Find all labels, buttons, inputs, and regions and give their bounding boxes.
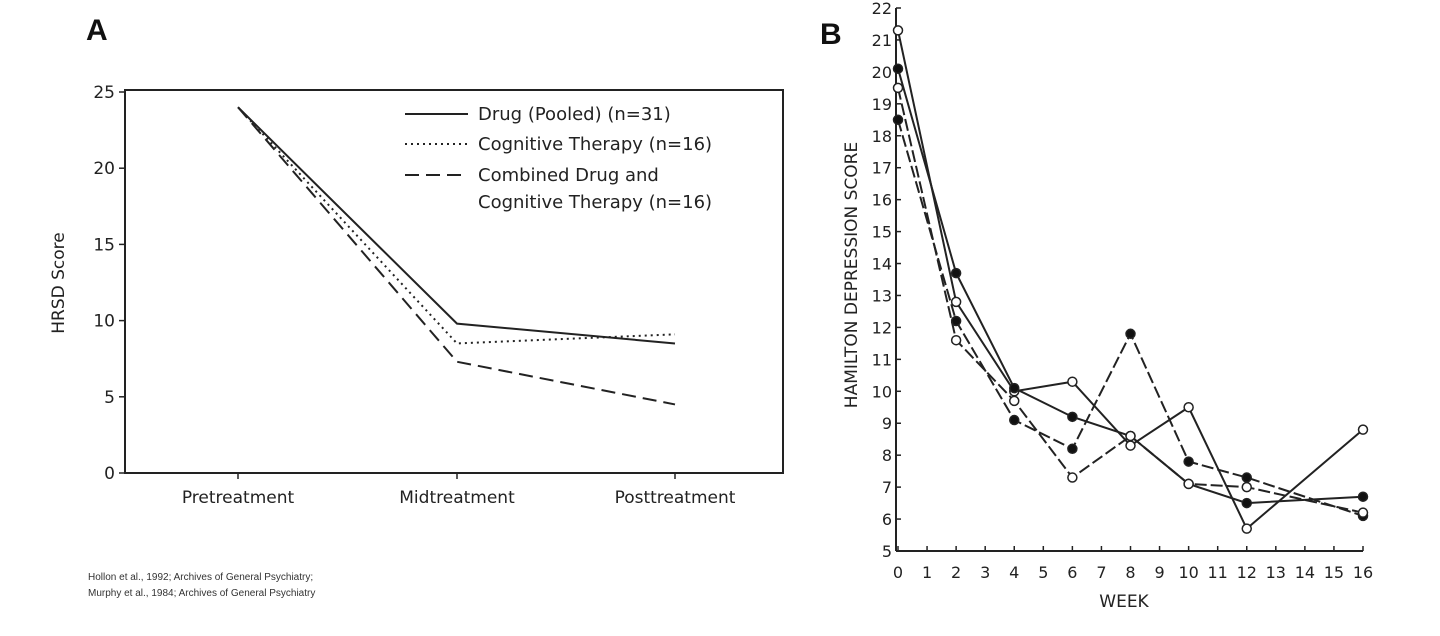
plot-frame-a [124,89,784,474]
y-tick-label-b: 6 [882,510,892,529]
data-point-b-1 [1241,523,1252,534]
y-tick-label-b: 14 [872,255,892,274]
x-tick-label-b: 7 [1096,563,1106,582]
x-tick-label-b: 11 [1208,563,1228,582]
data-point-b-4 [1125,430,1136,442]
x-tick-label-b: 4 [1009,563,1019,582]
data-point-b-3 [1241,472,1252,483]
y-tick-label-a: 20 [93,159,115,179]
y-axis-label-b: HAMILTON DEPRESSION SCORE [842,142,862,408]
series-line-b-2 [897,68,1364,505]
series-line-b-1 [897,30,1364,531]
x-tick-label-b: 10 [1178,563,1198,582]
y-tick-label-a: 25 [93,83,115,103]
data-point-b-2 [950,267,962,279]
y-tick-label-b: 18 [872,127,892,146]
series-line-b-4 [897,87,1364,514]
x-axis-label-b: WEEK [1099,592,1149,612]
data-point-b-1 [1067,376,1078,387]
citation-line-2: Murphy et al., 1984; Archives of General… [88,588,316,599]
citation: Hollon et al., 1992; Archives of General… [88,570,315,602]
data-point-b-4 [1183,478,1194,490]
y-axis-label-a: HRSD Score [49,232,69,334]
x-tick-label-b: 13 [1266,563,1286,582]
x-tick-label-b: 0 [893,563,903,582]
data-point-b-1 [950,296,962,308]
x-tick-label-b: 16 [1353,563,1373,582]
x-tick-label-b: 8 [1125,563,1135,582]
x-tick-label-b: 2 [951,563,961,582]
x-tick-label-b: 14 [1295,563,1315,582]
x-tick-label-a: Pretreatment [182,488,295,508]
x-tick-label-a: Midtreatment [399,488,515,508]
y-tick-label-b: 16 [872,191,892,210]
y-tick-label-b: 19 [872,95,892,114]
data-point-b-2 [1357,491,1369,502]
y-tick-label-b: 20 [872,63,892,82]
legend-entry-label: Combined Drug and [478,165,659,186]
y-tick-label-b: 9 [882,414,892,433]
series-line-a-1 [237,106,676,345]
y-tick-label-b: 8 [882,446,892,465]
data-point-b-1 [1125,440,1136,451]
data-point-b-4 [950,334,962,346]
y-tick-label-a: 10 [93,312,115,332]
data-point-b-3 [1183,456,1194,467]
x-tick-label-b: 3 [980,563,990,582]
y-tick-label-b: 22 [872,0,892,18]
x-tick-label-b: 12 [1237,563,1257,582]
x-tick-label-b: 15 [1324,563,1344,582]
data-point-b-3 [1067,443,1078,455]
series-line-a-3 [237,106,676,406]
data-point-b-2 [892,63,904,74]
data-point-b-4 [1067,472,1078,483]
y-tick-label-b: 7 [882,478,892,497]
data-point-b-4 [892,82,904,94]
data-point-b-2 [1009,382,1020,394]
data-point-b-3 [950,315,962,327]
legend-entry-label: Drug (Pooled) (n=31) [478,104,671,125]
y-tick-label-b: 5 [882,542,892,561]
data-point-b-1 [1183,402,1194,413]
legend-a: Drug (Pooled) (n=31) Cognitive Therapy (n… [405,104,712,213]
y-tick-label-b: 11 [872,350,892,369]
y-tick-label-b: 13 [872,286,892,305]
data-point-b-2 [1067,411,1078,423]
y-tick-label-b: 15 [872,223,892,242]
data-point-b-3 [1009,414,1020,426]
y-tick-label-a: 15 [93,235,115,255]
y-tick-label-a: 5 [104,388,115,408]
data-point-b-2 [1241,497,1252,509]
data-point-b-4 [1009,395,1020,407]
y-tick-label-b: 17 [872,159,892,178]
y-tick-label-a: 0 [104,464,115,484]
data-point-b-3 [892,114,904,126]
legend-entry-label: Cognitive Therapy (n=16) [478,134,712,155]
panel-label-b: B [820,18,842,51]
citation-line-1: Hollon et al., 1992; Archives of General… [88,572,314,583]
data-point-b-1 [892,25,904,36]
x-tick-label-b: 1 [922,563,932,582]
x-tick-label-a: Posttreatment [615,488,736,508]
y-tick-label-b: 12 [872,318,892,337]
x-tick-label-b: 6 [1067,563,1077,582]
series-line-b-3 [897,119,1364,517]
y-tick-label-b: 21 [872,31,892,50]
y-tick-label-b: 10 [872,382,892,401]
x-tick-label-b: 9 [1154,563,1164,582]
panel-label-a: A [86,14,108,47]
data-point-b-3 [1125,328,1136,340]
x-tick-label-b: 5 [1038,563,1048,582]
legend-entry-label: Cognitive Therapy (n=16) [478,192,712,213]
data-point-b-1 [1357,424,1369,435]
data-point-b-4 [1357,507,1369,518]
data-point-b-4 [1241,481,1252,493]
